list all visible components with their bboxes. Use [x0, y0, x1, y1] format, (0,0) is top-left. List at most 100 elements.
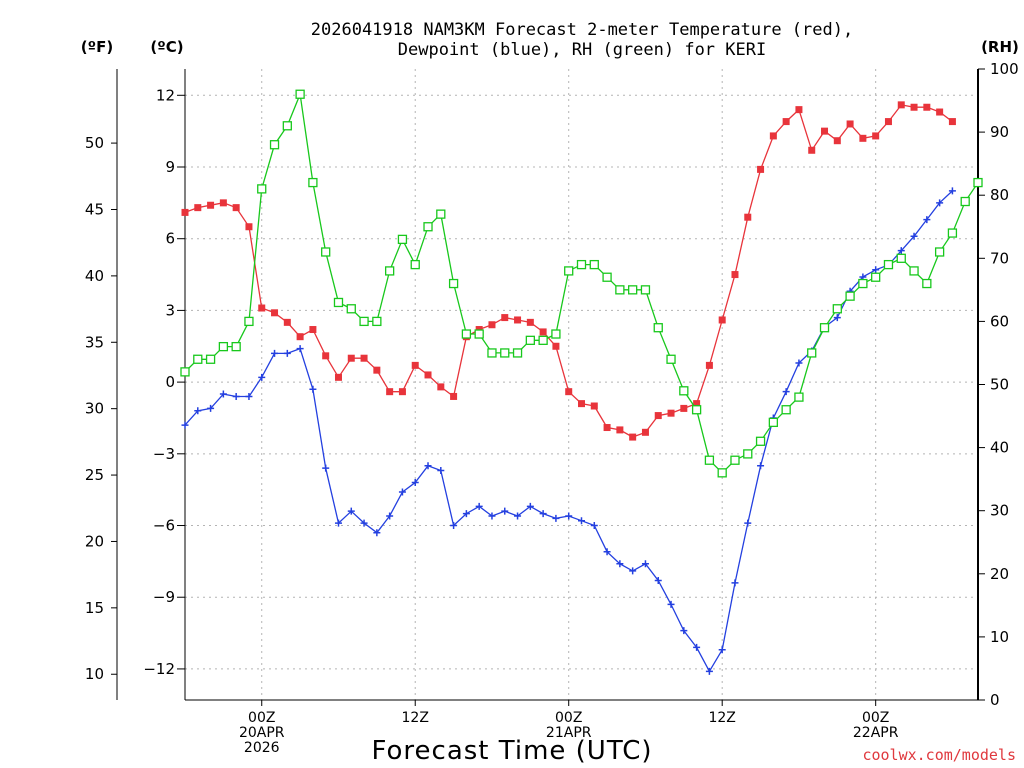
- rh-point: [525, 335, 535, 345]
- dewpoint-point: [578, 517, 585, 525]
- fahrenheit-tick-label: 15: [85, 599, 104, 617]
- rh-point: [704, 455, 715, 465]
- fahrenheit-tick-label: 25: [85, 466, 104, 484]
- 2-meter-temperature-point: [488, 321, 496, 329]
- fahrenheit-tick-label: 45: [85, 200, 104, 218]
- rh-point: [819, 323, 830, 333]
- 2-meter-temperature-point: [309, 326, 317, 334]
- dewpoint-point: [654, 576, 662, 584]
- dewpoint-point: [782, 388, 790, 396]
- 2-meter-temperature-point: [322, 352, 330, 360]
- celsius-tick-label: −12: [143, 660, 175, 678]
- rh-point: [500, 348, 510, 358]
- 2-meter-temperature-point: [334, 373, 342, 381]
- 2-meter-temperature-point: [386, 388, 394, 396]
- dewpoint-point: [693, 643, 701, 651]
- 2-meter-temperature-point: [884, 118, 892, 126]
- rh-tick-label: 30: [990, 502, 1009, 520]
- rh-tick-label: 60: [990, 312, 1009, 330]
- rh-point: [755, 436, 766, 446]
- chart-title-line-2: Dewpoint (blue), RH (green) for KERI: [398, 40, 766, 60]
- rh-point: [282, 121, 292, 131]
- 2-meter-temperature-point: [795, 106, 803, 114]
- dewpoint-point: [258, 373, 266, 381]
- dewpoint-point: [539, 510, 547, 518]
- 2-meter-temperature-point: [629, 433, 637, 441]
- rh-point: [269, 140, 280, 150]
- rh-point: [653, 323, 663, 333]
- time-tick-label: 00Z: [555, 710, 582, 726]
- rh-point: [564, 266, 574, 276]
- fahrenheit-tick-label: 40: [85, 267, 104, 285]
- 2-meter-temperature-point: [603, 424, 611, 432]
- dewpoint-point: [232, 392, 240, 400]
- 2-meter-temperature-point: [373, 366, 381, 374]
- rh-point: [909, 266, 919, 276]
- time-tick-label: 2026: [244, 740, 280, 756]
- rh-tick-label: 40: [990, 439, 1009, 457]
- dewpoint-point: [322, 464, 330, 472]
- rh-point: [781, 405, 791, 415]
- dewpoint-point: [514, 512, 522, 520]
- rh-point: [295, 89, 305, 99]
- gridlines: [185, 69, 978, 700]
- 2-meter-temperature-point: [398, 388, 406, 396]
- 2-meter-temperature-point: [450, 392, 458, 400]
- rh-point: [372, 316, 382, 327]
- 2-meter-temperature-point: [616, 426, 624, 434]
- 2-meter-temperature-point: [245, 223, 253, 231]
- dewpoint-point: [309, 385, 317, 393]
- rh-point: [947, 228, 958, 238]
- rh-point: [410, 259, 420, 270]
- rh-point: [576, 259, 587, 270]
- 2-meter-temperature-point: [833, 137, 841, 145]
- dewpoint-point: [616, 560, 624, 568]
- dewpoint-point: [501, 507, 509, 515]
- time-tick-label: 22APR: [853, 725, 899, 741]
- dewpoint-point: [565, 512, 573, 520]
- 2-meter-temperature-point: [808, 146, 816, 154]
- time-tick-label: 20APR: [239, 725, 285, 741]
- 2-meter-temperature-point: [910, 103, 918, 111]
- rh-unit-label: (RH): [981, 38, 1019, 56]
- dewpoint-point: [552, 514, 560, 522]
- dewpoint-point: [450, 522, 458, 530]
- rh-point: [448, 278, 459, 289]
- rh-point: [666, 354, 676, 364]
- dewpoint-point: [386, 512, 394, 520]
- dewpoint-point: [488, 512, 496, 520]
- dewpoint-point: [526, 502, 534, 510]
- 2-meter-temperature-point: [283, 318, 291, 326]
- source-credit[interactable]: coolwx.com/models: [862, 746, 1016, 764]
- rh-point: [321, 247, 331, 257]
- rh-tick-label: 10: [990, 628, 1009, 646]
- celsius-tick-label: 6: [165, 230, 175, 248]
- dewpoint-point: [347, 507, 355, 515]
- 2-meter-temperature-point: [590, 402, 598, 410]
- rh-point: [960, 196, 970, 207]
- dewpoint-point: [603, 548, 611, 556]
- dewpoint-point: [667, 600, 675, 608]
- dewpoint-point: [757, 462, 765, 470]
- dewpoint-point: [641, 560, 649, 568]
- rh-point: [589, 259, 599, 270]
- dewpoint-point: [718, 646, 726, 654]
- 2-meter-temperature-point: [347, 354, 355, 362]
- time-tick-label: 00Z: [248, 710, 275, 726]
- rh-point: [832, 304, 842, 314]
- 2-meter-temperature-point: [693, 400, 701, 408]
- time-tick-label: 00Z: [862, 710, 889, 726]
- chart-title-line-1: 2026041918 NAM3KM Forecast 2-meter Tempe…: [311, 20, 853, 40]
- rh-point: [551, 329, 561, 339]
- fahrenheit-tick-label: 20: [85, 532, 104, 550]
- 2-meter-temperature-point: [641, 428, 649, 436]
- dewpoint-point: [833, 314, 841, 322]
- 2-meter-temperature-point: [271, 309, 279, 317]
- 2-meter-temperature-point: [948, 118, 956, 126]
- rh-point: [628, 285, 638, 295]
- dewpoint-point: [629, 567, 637, 575]
- rh-point: [423, 222, 433, 232]
- dewpoint-point: [207, 404, 215, 412]
- celsius-tick-label: 12: [156, 86, 175, 104]
- 2-meter-temperature-point: [769, 132, 777, 140]
